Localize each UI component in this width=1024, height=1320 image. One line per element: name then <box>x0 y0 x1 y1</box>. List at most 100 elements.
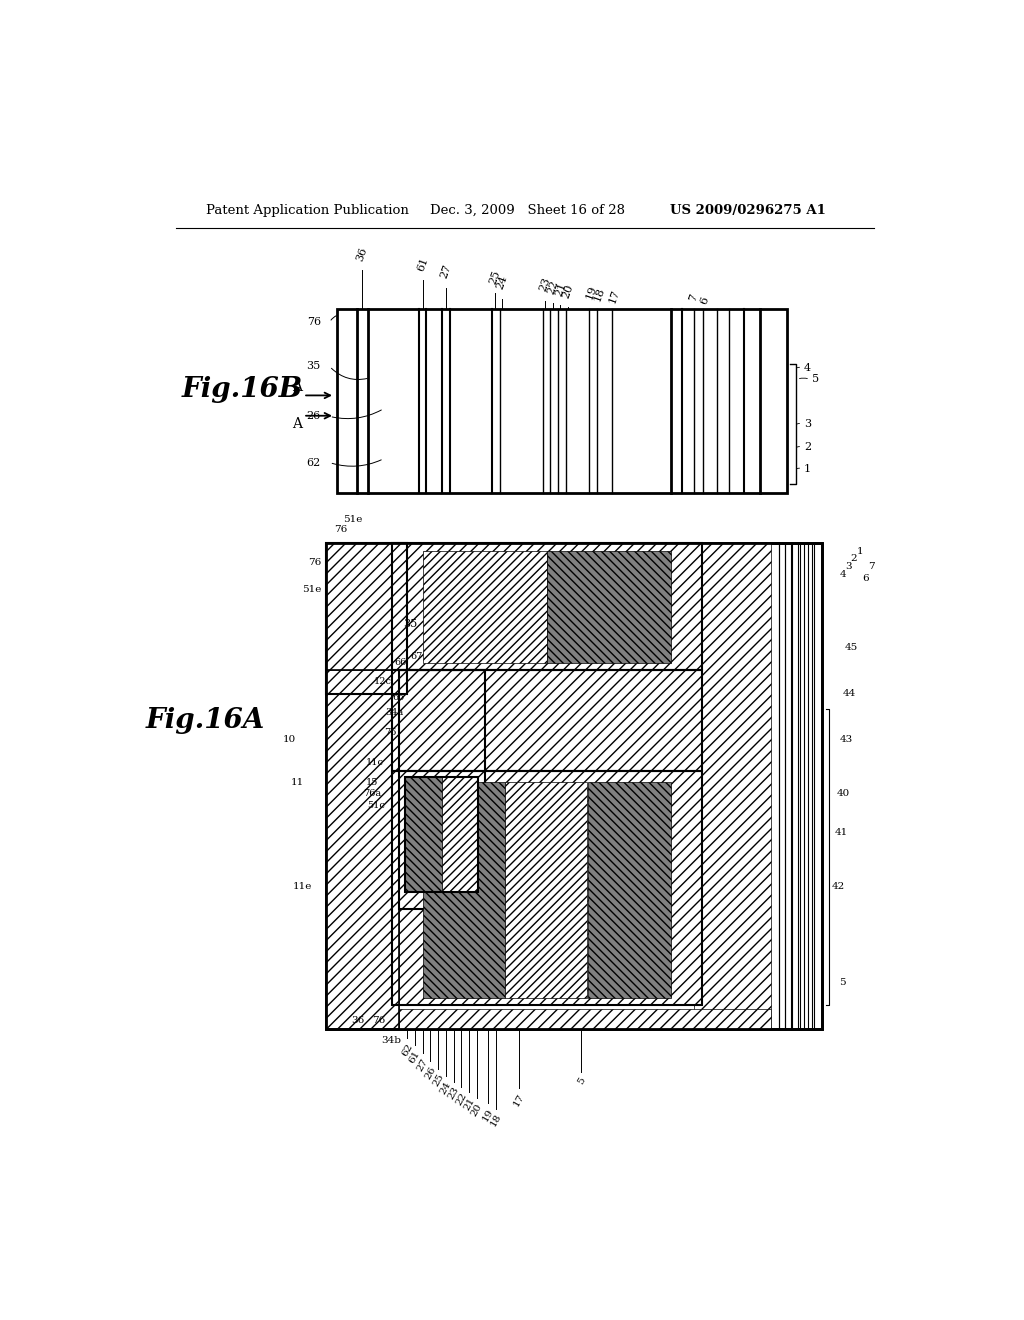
Text: Fig.16A: Fig.16A <box>145 708 265 734</box>
Text: 27: 27 <box>416 1057 430 1073</box>
Text: 7: 7 <box>688 293 699 304</box>
Bar <box>442 776 478 892</box>
Bar <box>326 544 407 693</box>
Text: 51c: 51c <box>368 801 385 809</box>
Text: 6: 6 <box>698 296 711 305</box>
Text: 66: 66 <box>394 659 407 667</box>
Text: 35: 35 <box>306 362 321 371</box>
Text: 5: 5 <box>812 375 818 384</box>
Text: 36: 36 <box>351 1016 365 1026</box>
Bar <box>423 781 505 998</box>
Text: 10: 10 <box>283 735 296 744</box>
Text: 26: 26 <box>306 412 321 421</box>
Text: 3: 3 <box>845 562 852 572</box>
Text: Fig.16B: Fig.16B <box>182 376 303 403</box>
Bar <box>588 781 671 998</box>
Text: 67: 67 <box>411 652 423 661</box>
Text: 61: 61 <box>408 1049 422 1065</box>
Text: 51e: 51e <box>343 515 362 524</box>
Text: 1: 1 <box>856 546 863 556</box>
Text: 22: 22 <box>454 1090 468 1107</box>
Text: 2: 2 <box>804 442 811 453</box>
Text: 7: 7 <box>868 562 874 572</box>
Bar <box>326 671 399 1028</box>
Bar <box>423 552 547 663</box>
Text: 20: 20 <box>561 282 575 300</box>
Text: 5: 5 <box>575 1076 587 1086</box>
Text: 65: 65 <box>392 693 404 702</box>
Text: 2: 2 <box>850 554 857 564</box>
Text: 19: 19 <box>585 284 599 301</box>
Bar <box>547 552 671 663</box>
Text: 23: 23 <box>446 1085 461 1101</box>
Text: 76: 76 <box>307 317 322 327</box>
Text: 22: 22 <box>546 279 560 296</box>
Text: 6: 6 <box>862 574 869 582</box>
Text: 36: 36 <box>355 246 370 263</box>
Text: 4: 4 <box>840 570 846 578</box>
Text: 25: 25 <box>488 269 503 285</box>
Bar <box>326 544 821 1028</box>
Text: 21: 21 <box>462 1096 476 1113</box>
Text: 4: 4 <box>804 363 811 372</box>
Bar <box>391 771 701 1006</box>
Text: US 2009/0296275 A1: US 2009/0296275 A1 <box>671 205 826 218</box>
Text: 34b: 34b <box>382 1036 401 1044</box>
Text: 12c: 12c <box>374 677 391 686</box>
Text: 23: 23 <box>538 276 552 293</box>
Text: 11c: 11c <box>366 759 384 767</box>
Text: 43: 43 <box>840 735 853 744</box>
Text: 62: 62 <box>399 1041 415 1057</box>
Text: 41: 41 <box>835 828 848 837</box>
Text: 44: 44 <box>843 689 856 698</box>
Text: 21: 21 <box>553 281 567 298</box>
Text: 76a: 76a <box>364 789 381 799</box>
Bar <box>391 671 701 771</box>
Bar <box>693 544 771 1028</box>
Bar <box>505 781 587 998</box>
Bar <box>326 671 399 1028</box>
Text: 18: 18 <box>488 1113 504 1129</box>
Bar <box>337 309 786 494</box>
Text: 15: 15 <box>366 777 378 787</box>
Text: 25: 25 <box>431 1072 445 1089</box>
Text: 42: 42 <box>831 882 845 891</box>
Text: 1: 1 <box>804 463 811 474</box>
Text: 27: 27 <box>438 264 453 280</box>
Text: 51e: 51e <box>302 585 322 594</box>
Text: 24: 24 <box>438 1080 453 1096</box>
Text: 5: 5 <box>840 978 846 987</box>
Text: A: A <box>292 380 302 393</box>
Bar <box>391 544 701 671</box>
Text: 3: 3 <box>804 418 811 429</box>
Bar <box>399 671 484 909</box>
Bar <box>326 544 821 1028</box>
Bar <box>326 1010 771 1028</box>
Text: 26: 26 <box>423 1065 437 1081</box>
Text: Dec. 3, 2009   Sheet 16 of 28: Dec. 3, 2009 Sheet 16 of 28 <box>430 205 626 218</box>
Text: 11: 11 <box>291 777 304 787</box>
Bar <box>326 544 407 693</box>
Text: 34a: 34a <box>385 709 403 717</box>
Text: 76: 76 <box>372 1016 385 1026</box>
Bar <box>406 776 442 892</box>
Bar <box>391 671 701 771</box>
Text: 61: 61 <box>416 256 430 272</box>
Text: 76: 76 <box>308 558 322 568</box>
Text: 35: 35 <box>403 619 418 630</box>
Text: 24: 24 <box>496 275 510 290</box>
Text: 40: 40 <box>838 789 850 799</box>
Text: 62: 62 <box>306 458 321 467</box>
Bar <box>391 771 701 1006</box>
Text: 18: 18 <box>592 286 606 304</box>
Text: 20: 20 <box>470 1102 484 1118</box>
Text: 45: 45 <box>845 643 858 652</box>
Text: 17: 17 <box>607 288 622 305</box>
Bar <box>399 671 484 909</box>
Text: 11e: 11e <box>292 882 311 891</box>
Text: 76: 76 <box>335 525 348 535</box>
Text: Patent Application Publication: Patent Application Publication <box>206 205 409 218</box>
Text: 19: 19 <box>481 1107 496 1123</box>
Text: 76: 76 <box>385 727 397 737</box>
Bar <box>391 544 701 671</box>
